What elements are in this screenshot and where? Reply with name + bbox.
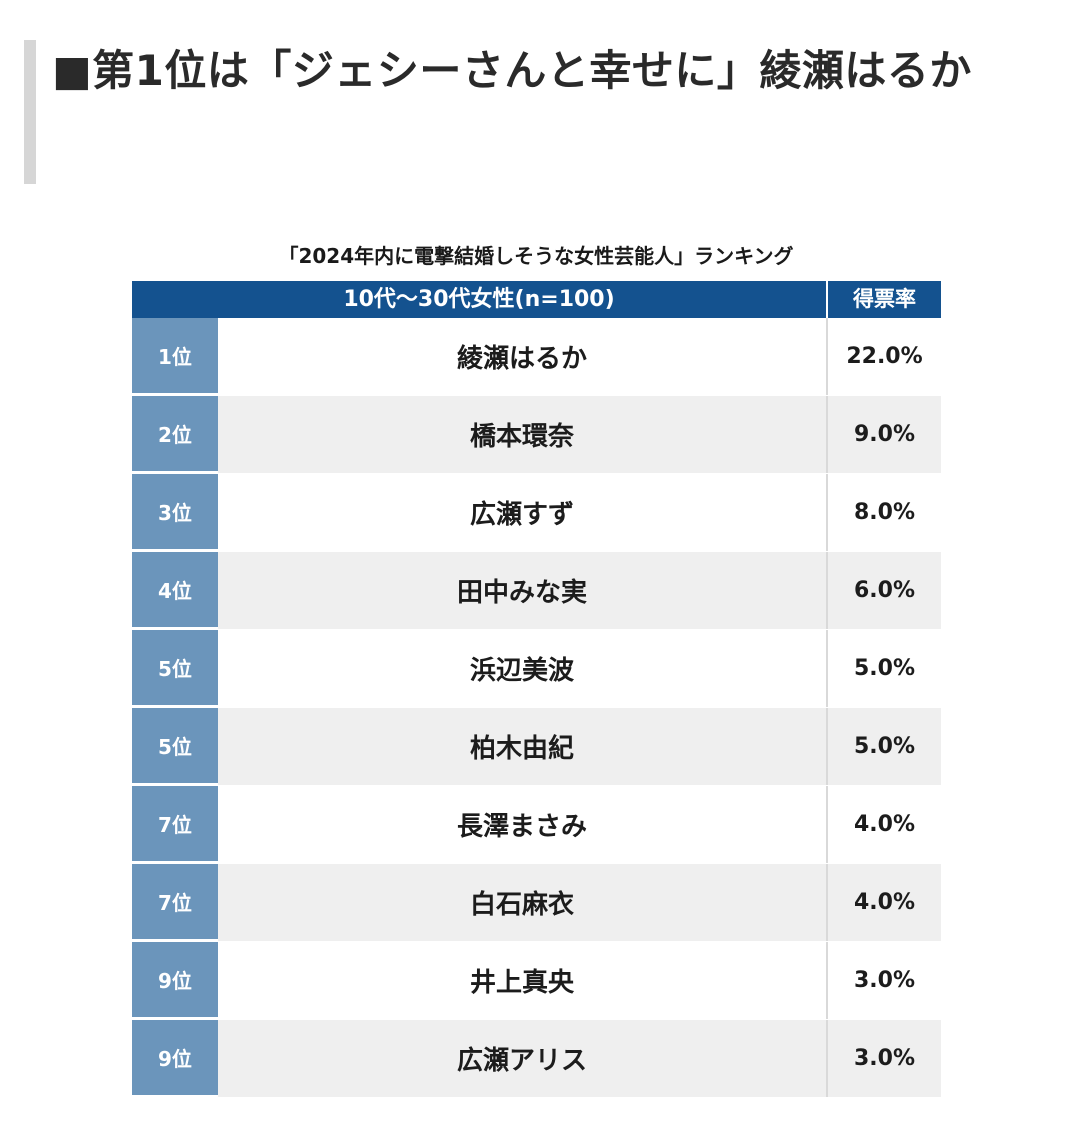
ranking-rows: 1位 綾瀬はるか 22.0% 2位 橋本環奈 9.0% 3位 広瀬すず 8.0%… xyxy=(132,318,941,1098)
rate-cell: 5.0% xyxy=(853,656,915,681)
header-respondent-group: 10代〜30代女性(n=100) xyxy=(132,281,828,318)
table-row: 5位 柏木由紀 5.0% xyxy=(132,708,941,786)
name-cell: 長澤まさみ xyxy=(218,786,828,863)
rate-cell: 9.0% xyxy=(853,422,915,447)
table-row: 2位 橋本環奈 9.0% xyxy=(132,396,941,474)
name-cell: 井上真央 xyxy=(218,942,828,1019)
table-row: 5位 浜辺美波 5.0% xyxy=(132,630,941,708)
rank-cell: 3位 xyxy=(132,474,218,551)
rank-cell: 9位 xyxy=(132,1020,218,1097)
rate-cell: 22.0% xyxy=(846,344,923,369)
rank-cell: 7位 xyxy=(132,786,218,863)
ranking-table: 10代〜30代女性(n=100) 得票率 1位 綾瀬はるか 22.0% 2位 橋… xyxy=(132,281,941,1098)
rank-cell: 4位 xyxy=(132,552,218,629)
rate-cell: 6.0% xyxy=(853,578,915,603)
rank-cell: 5位 xyxy=(132,630,218,707)
rank-cell: 7位 xyxy=(132,864,218,941)
rate-cell: 3.0% xyxy=(853,1046,915,1071)
name-cell: 広瀬すず xyxy=(218,474,828,551)
name-cell: 橋本環奈 xyxy=(218,396,828,473)
rate-cell: 4.0% xyxy=(853,890,915,915)
name-cell: 綾瀬はるか xyxy=(218,318,828,395)
table-row: 1位 綾瀬はるか 22.0% xyxy=(132,318,941,396)
rate-cell: 5.0% xyxy=(853,734,915,759)
name-cell: 広瀬アリス xyxy=(218,1020,828,1097)
article-heading: ■第1位は「ジェシーさんと幸せに」綾瀬はるか xyxy=(24,40,1054,184)
name-cell: 田中みな実 xyxy=(218,552,828,629)
rate-cell: 3.0% xyxy=(853,968,915,993)
rank-cell: 5位 xyxy=(132,708,218,785)
rank-cell: 9位 xyxy=(132,942,218,1019)
table-header: 10代〜30代女性(n=100) 得票率 xyxy=(132,281,941,318)
header-vote-rate: 得票率 xyxy=(853,287,916,311)
rate-cell: 8.0% xyxy=(853,500,915,525)
table-caption: 「2024年内に電撃結婚しそうな女性芸能人」ランキング xyxy=(278,244,794,268)
name-cell: 浜辺美波 xyxy=(218,630,828,707)
heading-text: ■第1位は「ジェシーさんと幸せに」綾瀬はるか xyxy=(52,46,972,95)
table-row: 9位 広瀬アリス 3.0% xyxy=(132,1020,941,1098)
table-row: 4位 田中みな実 6.0% xyxy=(132,552,941,630)
table-row: 7位 長澤まさみ 4.0% xyxy=(132,786,941,864)
rank-cell: 1位 xyxy=(132,318,218,395)
table-row: 3位 広瀬すず 8.0% xyxy=(132,474,941,552)
rank-cell: 2位 xyxy=(132,396,218,473)
name-cell: 白石麻衣 xyxy=(218,864,828,941)
table-row: 7位 白石麻衣 4.0% xyxy=(132,864,941,942)
table-row: 9位 井上真央 3.0% xyxy=(132,942,941,1020)
rate-cell: 4.0% xyxy=(853,812,915,837)
name-cell: 柏木由紀 xyxy=(218,708,828,785)
